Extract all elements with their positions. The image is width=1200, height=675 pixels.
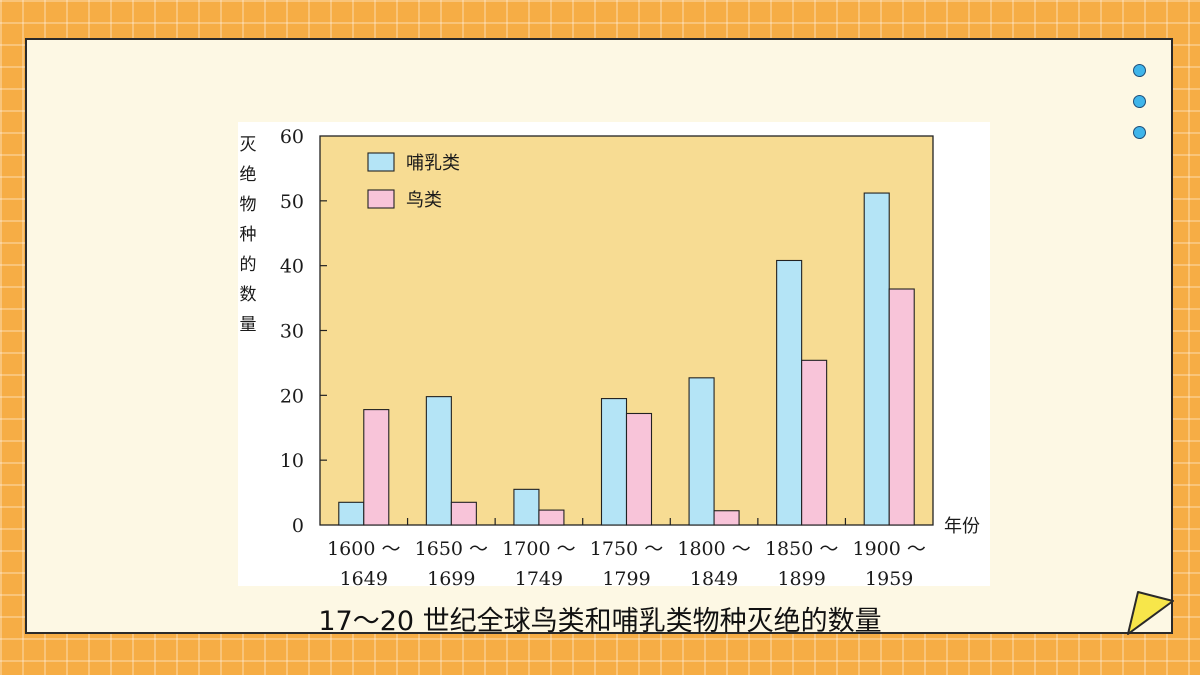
y-tick-label: 60	[280, 126, 304, 148]
x-tick-label: 1900 ～	[853, 538, 926, 560]
x-tick-label: 1749	[515, 568, 563, 586]
y-axis: 0 10 20 30 40 50 60	[280, 126, 327, 537]
x-axis: 1600 ～ 1649 1650 ～ 1699 1700 ～ 1749 1750 ～ 1799…	[327, 518, 926, 590]
bar-mammal	[776, 259, 803, 526]
bar-mammal	[600, 398, 628, 526]
dot-icon	[1133, 95, 1146, 108]
y-tick-label: 30	[280, 321, 304, 343]
x-tick-label: 1750 ～	[590, 538, 663, 560]
legend-label: 哺乳类	[406, 153, 460, 174]
x-tick-label: 1959	[865, 568, 913, 586]
dot-icon	[1133, 126, 1146, 139]
y-axis-label-char: 量	[240, 315, 257, 335]
bar-bird	[801, 359, 828, 526]
x-axis-label: 年份	[944, 516, 980, 537]
y-axis-label-char: 的	[240, 255, 257, 275]
y-axis-label-char: 物	[240, 195, 257, 215]
chart-figure: 0 10 20 30 40 50 60 1600 ～ 1649 1650 ～ 1699 1700 ～…	[238, 122, 990, 590]
x-tick-label: 1849	[690, 568, 738, 586]
bars	[338, 192, 915, 526]
y-tick-label: 10	[280, 450, 304, 472]
legend-swatch	[367, 152, 395, 172]
page-fold-icon	[1127, 591, 1174, 635]
bar-bird	[888, 288, 915, 526]
bar-bird	[450, 501, 477, 526]
y-axis-label-char: 数	[240, 285, 257, 305]
y-axis-label-char: 绝	[240, 165, 257, 185]
legend-swatch	[367, 189, 395, 209]
chart-caption: 17～20 世纪全球鸟类和哺乳类物种灭绝的数量	[318, 606, 882, 637]
y-tick-label: 0	[292, 515, 304, 537]
bar-mammal	[863, 192, 890, 526]
x-tick-label: 1899	[777, 568, 825, 586]
dot-icon	[1133, 64, 1146, 77]
x-tick-label: 1700 ～	[502, 538, 575, 560]
bar-mammal	[338, 501, 365, 526]
bar-bird	[625, 412, 653, 526]
bar-mammal	[513, 488, 540, 526]
y-tick-label: 40	[280, 256, 304, 278]
x-tick-label: 1800 ～	[677, 538, 750, 560]
x-tick-label: 1649	[340, 568, 388, 586]
y-tick-label: 20	[280, 385, 304, 407]
x-tick-label: 1699	[427, 568, 475, 586]
x-tick-label: 1850 ～	[765, 538, 838, 560]
bar-bird	[713, 510, 740, 526]
bar-chart: 0 10 20 30 40 50 60 1600 ～ 1649 1650 ～ 1699 1700 ～…	[240, 126, 981, 590]
x-tick-label: 1650 ～	[415, 538, 488, 560]
bar-bird	[363, 409, 390, 526]
y-axis-label-char: 种	[240, 225, 257, 245]
bar-mammal	[425, 396, 452, 526]
x-tick-label: 1600 ～	[327, 538, 400, 560]
y-axis-label-char: 灭	[240, 135, 257, 155]
y-tick-label: 50	[280, 191, 304, 213]
bar-mammal	[688, 377, 715, 526]
legend-label: 鸟类	[406, 190, 442, 211]
x-tick-label: 1799	[602, 568, 650, 586]
bar-bird	[538, 509, 565, 526]
